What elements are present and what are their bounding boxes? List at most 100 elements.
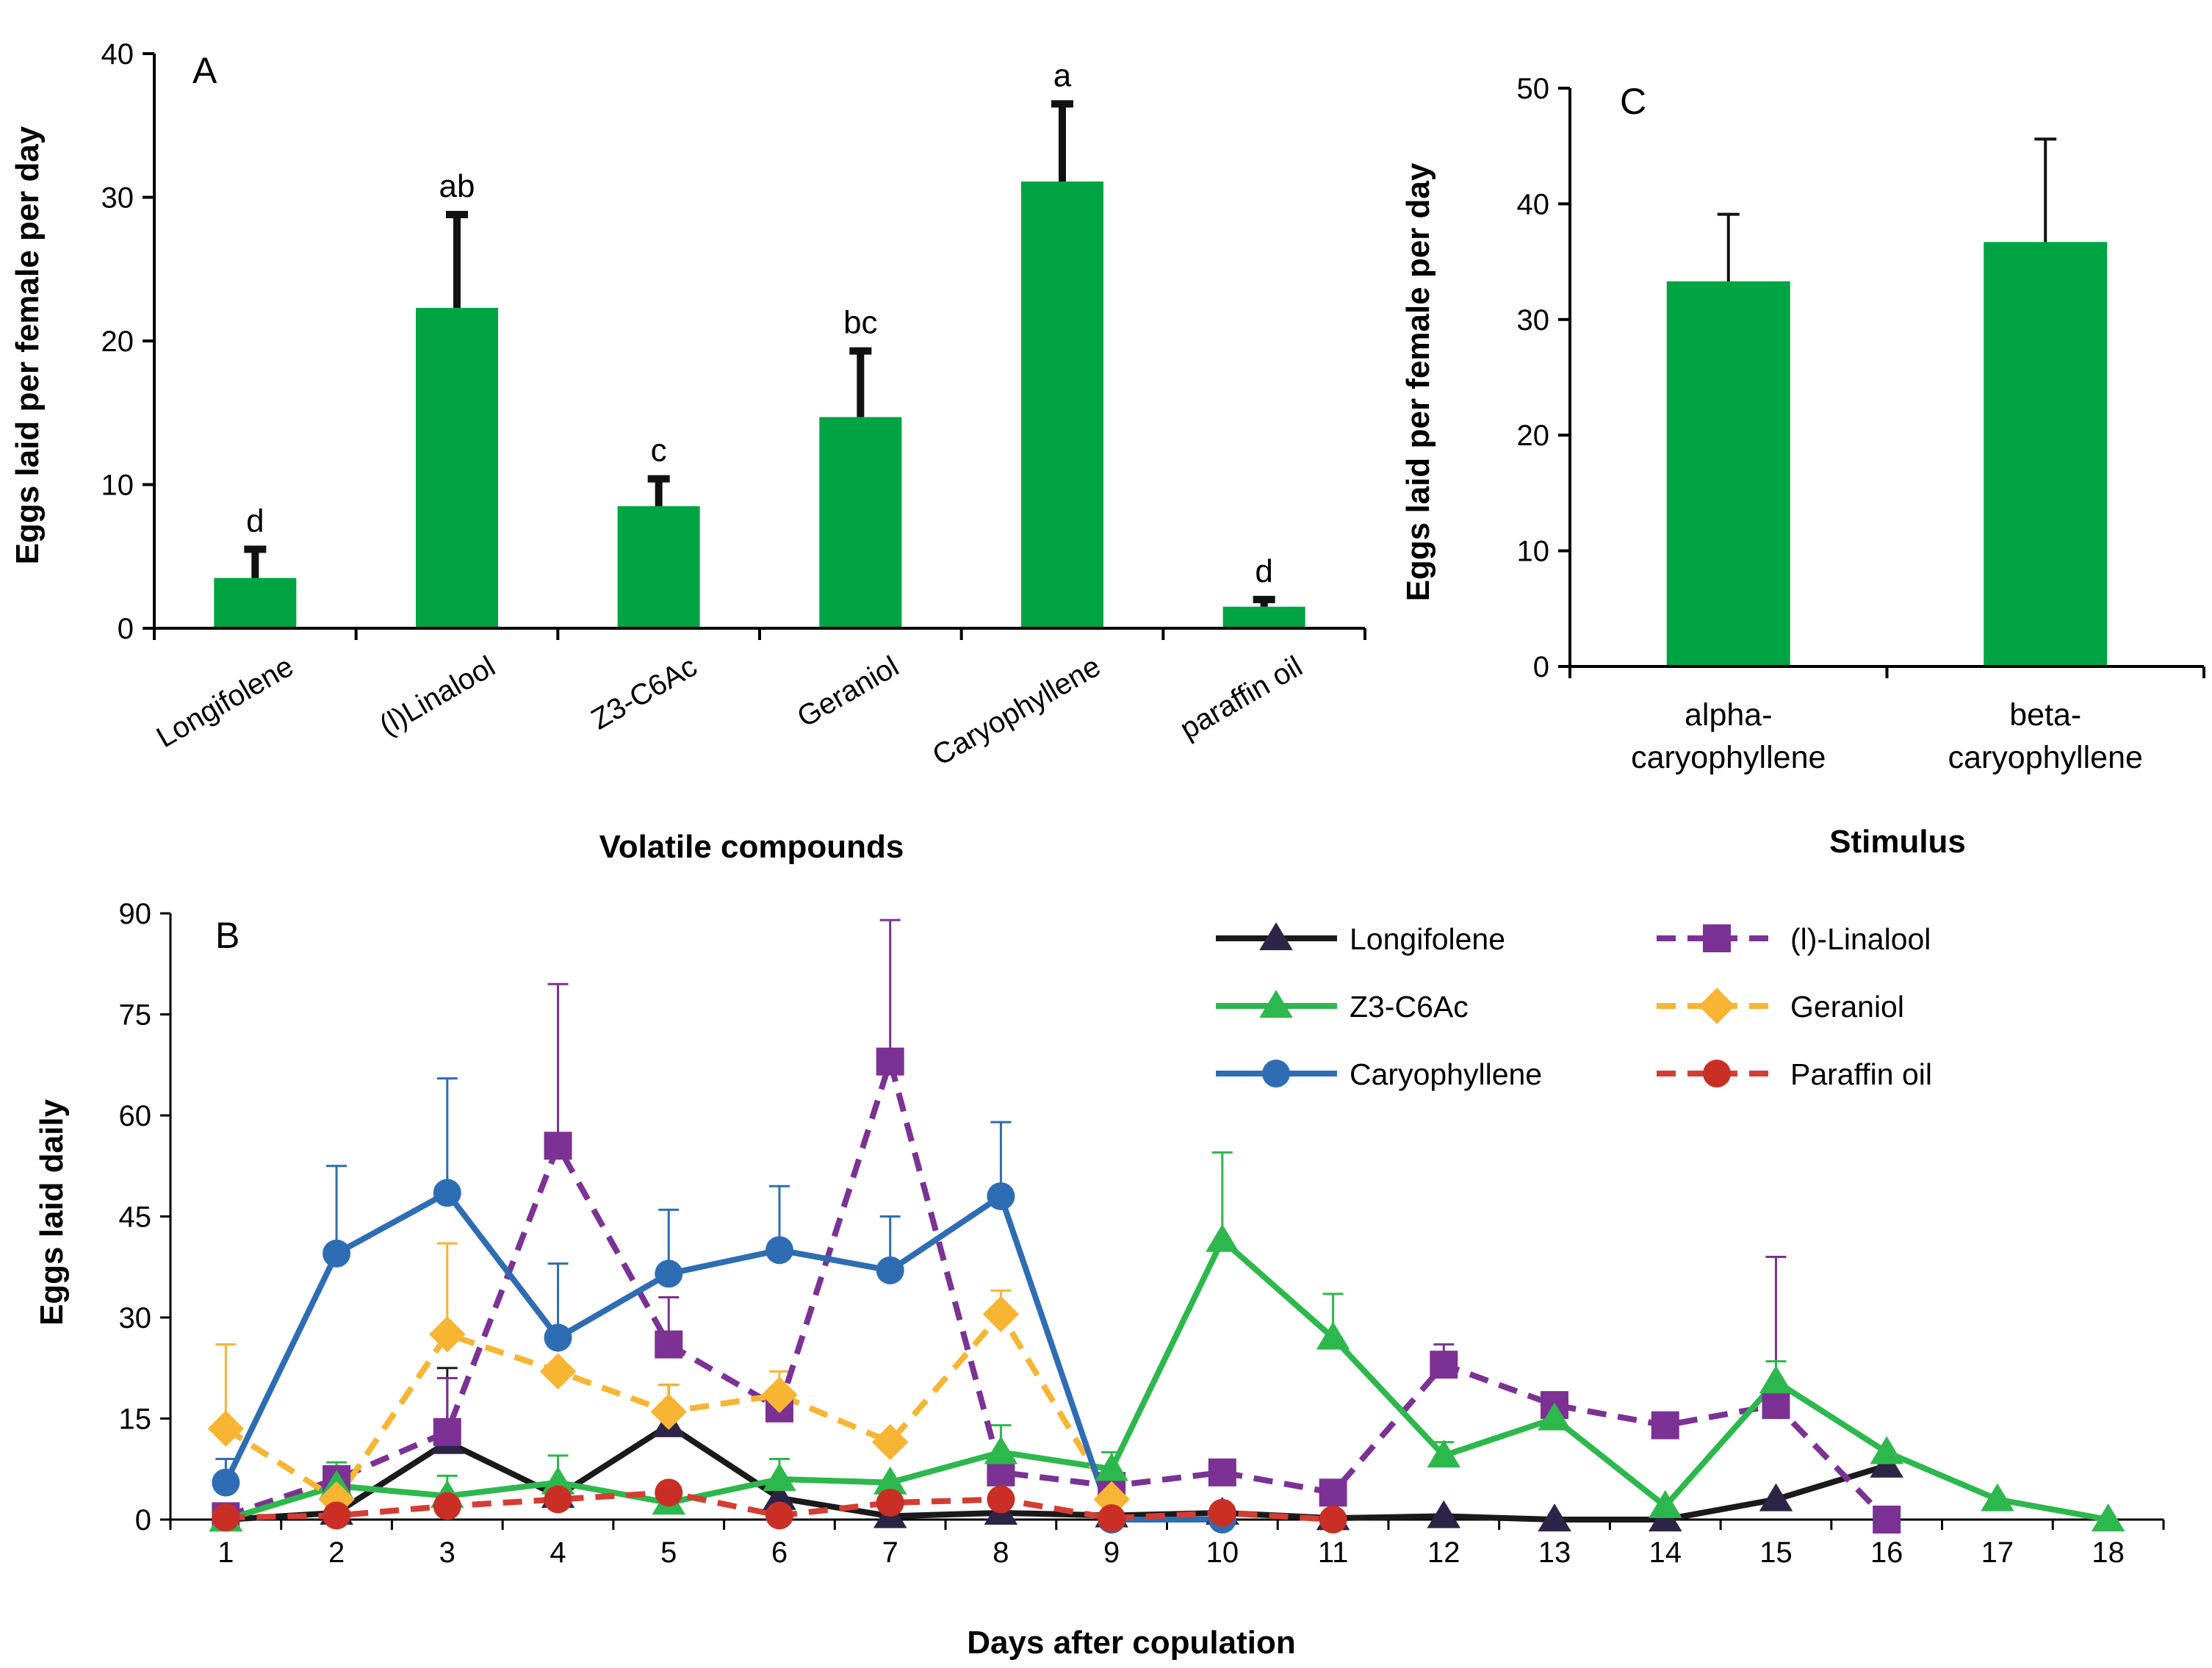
panel-c-y-tick-label: 50	[1517, 73, 1550, 105]
series-caryophyllene-marker	[544, 1323, 572, 1352]
series-z3-c6ac-marker	[1981, 1483, 2014, 1511]
series-paraffin-oil-marker	[212, 1503, 240, 1532]
panel-c-y-tick-label: 30	[1517, 304, 1550, 337]
panel-b-ylabel: Eggs laid daily	[34, 1099, 70, 1326]
panel-a-x-tick-label: paraffin oil	[1175, 650, 1308, 746]
series-longifolene-legend-label: Longifolene	[1350, 922, 1505, 956]
series-z3-c6ac-marker	[1538, 1402, 1571, 1431]
panel-a-xlabel: Volatile compounds	[599, 829, 904, 865]
panel-b-x-tick-label: 2	[328, 1536, 345, 1569]
panel-a-bar	[1222, 606, 1305, 628]
series-paraffin-oil-legend-marker	[1703, 1060, 1731, 1088]
series-l-linalool-line	[225, 1058, 1889, 1522]
panel-a-significance-label: d	[1255, 553, 1272, 589]
series-l-linalool-marker	[433, 1417, 461, 1446]
panel-a-ylabel: Eggs laid per female per day	[10, 126, 46, 564]
panel-a-bar	[819, 417, 902, 628]
panel-c-axes: 0 10 20 30 40 50 alpha-caryophyllene beta-caryo…	[1517, 73, 2205, 775]
panel-b-x-tick-label: 15	[1759, 1536, 1793, 1569]
series-paraffin-oil-legend-label: Paraffin oil	[1790, 1057, 1932, 1091]
panel-a-bar	[617, 506, 700, 628]
series-paraffin-oil-marker	[655, 1478, 683, 1507]
series-caryophyllene-marker	[323, 1239, 351, 1268]
series-l-linalool-marker	[1651, 1411, 1679, 1439]
series-geraniol-marker	[871, 1423, 909, 1461]
panel-a-significance-label: d	[246, 503, 264, 539]
panel-b-x-tick-label: 8	[992, 1536, 1009, 1569]
series-paraffin-oil-marker	[433, 1492, 461, 1520]
series-z3-c6ac-marker	[1316, 1321, 1350, 1350]
panel-a-axes: 0 10 20 30 40 Longifolene (l)Linalool Z3-C6Ac Ge…	[101, 38, 1366, 772]
series-longifolene-line	[226, 1422, 1888, 1523]
series-longifolene-legend-marker	[1259, 922, 1293, 951]
series-z3-c6ac-marker	[541, 1466, 575, 1495]
series-l-linalool-marker	[655, 1330, 683, 1359]
panel-c-y-tick-label: 20	[1517, 420, 1550, 452]
panel-a-significance-label: ab	[439, 168, 475, 204]
panel-a-y-tick-label: 30	[101, 182, 134, 215]
panel-b-x-tick-label: 18	[2092, 1536, 2125, 1569]
panel-c: C 0 10 20 30 40 50 alpha-caryophyllene beta-car…	[1400, 73, 2205, 860]
series-paraffin-oil-marker	[544, 1485, 572, 1514]
series-caryophyllene-marker	[876, 1256, 904, 1284]
panel-c-bar	[1666, 281, 1790, 666]
series-l-linalool-marker	[876, 1047, 904, 1076]
series-l-linalool-marker	[544, 1132, 572, 1160]
series-geraniol-marker	[1093, 1481, 1130, 1518]
panel-c-bar	[1984, 242, 2108, 666]
series-paraffin-oil-marker	[1098, 1504, 1126, 1533]
panel-c-x-tick-label: alpha-	[1685, 697, 1773, 733]
series-l-linalool-legend-label: (l)-Linalool	[1790, 922, 1931, 956]
series-z3-c6ac-marker	[1759, 1365, 1793, 1394]
panel-a-label: A	[192, 50, 217, 91]
panel-b-x-tick-label: 16	[1870, 1536, 1903, 1569]
series-geraniol-legend-marker	[1698, 988, 1735, 1024]
series-geraniol-marker	[982, 1295, 1020, 1333]
series-paraffin-oil-marker	[323, 1501, 351, 1530]
panel-b-y-tick-label: 0	[135, 1504, 151, 1536]
panel-a-bar	[214, 578, 297, 628]
series-paraffin-oil-marker	[1208, 1498, 1236, 1527]
panel-a-x-tick-label: Geraniol	[792, 650, 904, 734]
panel-a-y-tick-label: 40	[101, 38, 134, 71]
series-geraniol-marker	[650, 1393, 687, 1431]
series-l-linalool-marker	[1873, 1506, 1901, 1534]
panel-b-y-tick-label: 75	[119, 999, 152, 1032]
series-z3-c6ac-line	[225, 1237, 2109, 1523]
series-z3-c6ac-legend-label: Z3-C6Ac	[1350, 990, 1469, 1024]
panel-c-x-tick-label: caryophyllene	[1631, 740, 1826, 775]
series-geraniol-marker	[318, 1481, 355, 1518]
panel-a-bars: d ab c bc a d	[214, 57, 1305, 628]
series-geraniol-marker	[429, 1316, 466, 1353]
panel-a-x-tick-label: Caryophyllene	[927, 650, 1106, 772]
panel-b-x-tick-label: 9	[1103, 1536, 1120, 1569]
panel-b-x-tick-label: 14	[1649, 1536, 1682, 1569]
series-paraffin-oil-marker	[987, 1485, 1015, 1514]
series-caryophyllene-marker	[765, 1236, 793, 1265]
panel-b-x-tick-label: 4	[550, 1536, 566, 1569]
series-l-linalool-marker	[1208, 1458, 1236, 1487]
series-z3-c6ac-marker	[763, 1463, 796, 1492]
series-z3-c6ac-marker	[1427, 1439, 1461, 1468]
series-caryophyllene-marker	[212, 1468, 240, 1497]
panel-c-bars	[1666, 137, 2108, 666]
series-caryophyllene-line	[223, 1190, 1222, 1523]
panel-a-significance-label: a	[1053, 57, 1072, 93]
panel-b-y-tick-label: 15	[119, 1403, 152, 1436]
series-caryophyllene-legend-label: Caryophyllene	[1350, 1057, 1542, 1091]
series-paraffin-oil-marker	[765, 1501, 793, 1530]
panel-b-xlabel: Days after copulation	[967, 1625, 1295, 1661]
panel-b-x-tick-label: 11	[1318, 1536, 1349, 1569]
panel-a-bar	[1021, 181, 1103, 628]
panel-b-y-tick-label: 60	[119, 1100, 152, 1132]
series-geraniol-marker	[207, 1410, 245, 1447]
series-geraniol-marker	[539, 1353, 577, 1390]
series-l-linalool-marker	[1430, 1351, 1458, 1379]
series-z3-c6ac-marker	[1206, 1223, 1239, 1252]
panel-c-x-tick-label: beta-	[2009, 697, 2081, 733]
panel-a-x-tick-label: Longifolene	[151, 650, 299, 755]
series-l-linalool-legend-marker	[1703, 924, 1731, 952]
panel-b-x-tick-label: 5	[660, 1536, 677, 1569]
